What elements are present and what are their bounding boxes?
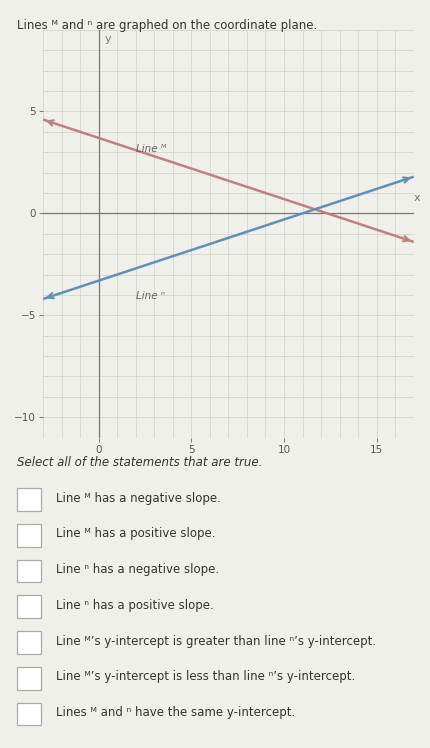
Text: Line ᴹ’s y-intercept is less than line ⁿ’s y-intercept.: Line ᴹ’s y-intercept is less than line ⁿ… <box>56 670 354 684</box>
Text: Line ⁿ: Line ⁿ <box>135 291 164 301</box>
Text: Select all of the statements that are true.: Select all of the statements that are tr… <box>17 456 262 469</box>
Text: Line ᴹ has a negative slope.: Line ᴹ has a negative slope. <box>56 491 221 505</box>
Text: y: y <box>104 34 111 44</box>
FancyBboxPatch shape <box>17 702 41 726</box>
Text: Lines ᴹ and ⁿ are graphed on the coordinate plane.: Lines ᴹ and ⁿ are graphed on the coordin… <box>17 19 317 31</box>
FancyBboxPatch shape <box>17 667 41 690</box>
Text: Line ᴹ’s y-intercept is greater than line ⁿ’s y-intercept.: Line ᴹ’s y-intercept is greater than lin… <box>56 634 375 648</box>
Text: Lines ᴹ and ⁿ have the same y-intercept.: Lines ᴹ and ⁿ have the same y-intercept. <box>56 706 295 719</box>
Text: Line ⁿ has a negative slope.: Line ⁿ has a negative slope. <box>56 563 218 576</box>
FancyBboxPatch shape <box>17 631 41 654</box>
FancyBboxPatch shape <box>17 524 41 547</box>
Text: x: x <box>413 193 419 203</box>
FancyBboxPatch shape <box>17 560 41 583</box>
Text: Line ⁿ has a positive slope.: Line ⁿ has a positive slope. <box>56 599 213 612</box>
Text: Line ᴹ has a positive slope.: Line ᴹ has a positive slope. <box>56 527 215 540</box>
Text: Line ᴹ: Line ᴹ <box>135 144 166 154</box>
FancyBboxPatch shape <box>17 488 41 511</box>
FancyBboxPatch shape <box>17 595 41 618</box>
